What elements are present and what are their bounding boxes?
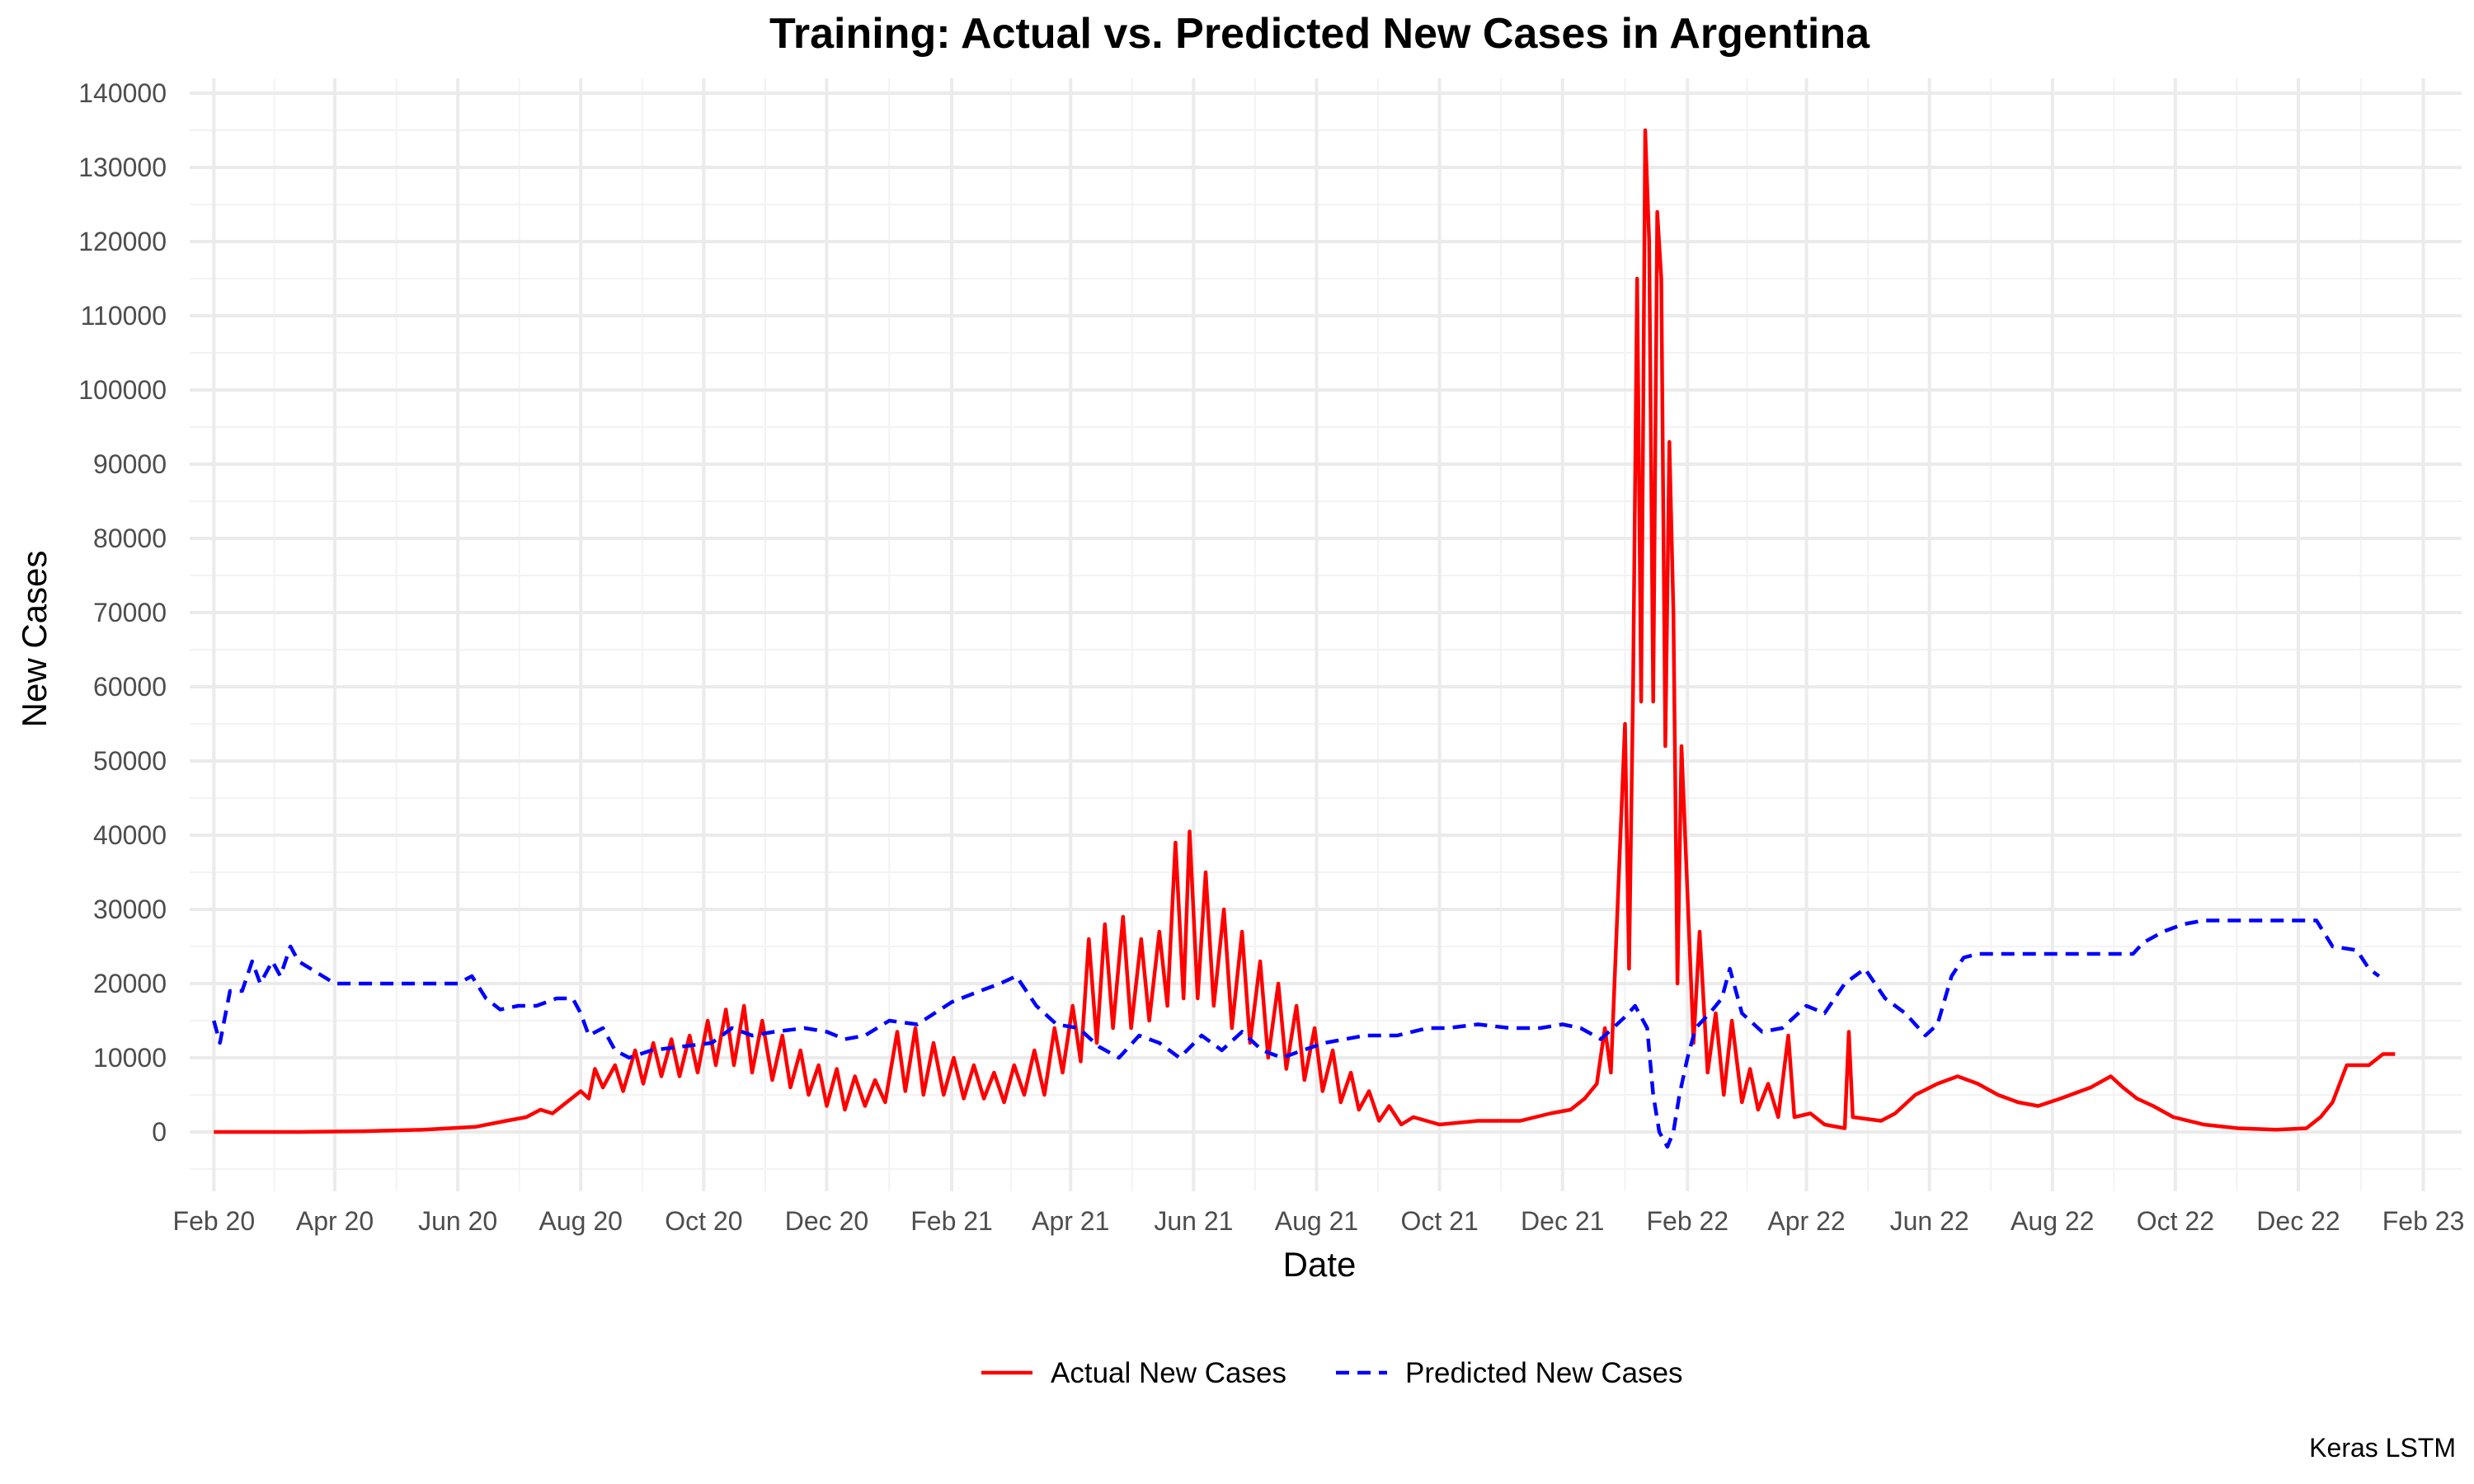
caption: Keras LSTM [2309,1433,2456,1463]
y-axis-title: New Cases [15,551,54,728]
y-tick-label: 130000 [78,153,167,182]
x-tick-label: Feb 23 [2382,1206,2465,1236]
x-tick-label: Oct 22 [2137,1206,2214,1236]
chart-title: Training: Actual vs. Predicted New Cases… [769,10,1870,58]
y-tick-label: 80000 [93,524,167,553]
x-tick-label: Oct 20 [665,1206,742,1236]
series-line [212,918,2381,1149]
y-tick-label: 20000 [93,969,167,998]
x-axis-ticks: Feb 20 Apr 20 Jun 20 Aug 20 Oct 20 Dec 20 Feb … [173,1206,2465,1236]
x-tick-label: Apr 21 [1032,1206,1109,1236]
x-tick-label: Dec 22 [2256,1206,2340,1236]
major-gridlines [190,78,2462,1191]
y-axis-ticks: 0 10000 20000 30000 40000 50000 60000 70000 8000… [78,78,167,1147]
x-tick-label: Dec 20 [785,1206,868,1236]
y-tick-label: 140000 [78,78,167,108]
y-tick-label: 30000 [93,895,167,924]
legend: Actual New Cases Predicted New Cases [981,1357,1683,1389]
y-tick-label: 40000 [93,820,167,850]
y-tick-label: 10000 [93,1043,167,1073]
y-tick-label: 100000 [78,375,167,405]
y-tick-label: 70000 [93,598,167,627]
x-tick-label: Aug 21 [1275,1206,1358,1236]
y-tick-label: 90000 [93,449,167,479]
y-tick-label: 60000 [93,672,167,702]
series-layer [212,128,2396,1149]
y-tick-label: 120000 [78,227,167,256]
x-tick-label: Aug 20 [539,1206,623,1236]
x-tick-label: Jun 21 [1154,1206,1233,1236]
x-tick-label: Feb 22 [1646,1206,1729,1236]
x-tick-label: Jun 20 [418,1206,497,1236]
minor-gridlines [190,78,2462,1191]
y-tick-label: 0 [152,1117,167,1147]
y-tick-label: 50000 [93,746,167,776]
x-axis-title: Date [1283,1245,1357,1284]
legend-label: Predicted New Cases [1405,1357,1683,1389]
legend-label: Actual New Cases [1051,1357,1286,1389]
x-tick-label: Jun 22 [1890,1206,1969,1236]
x-tick-label: Oct 21 [1400,1206,1478,1236]
x-tick-label: Apr 20 [296,1206,374,1236]
x-tick-label: Apr 22 [1767,1206,1845,1236]
series-line [214,128,2396,1134]
x-tick-label: Feb 20 [173,1206,256,1236]
x-tick-label: Aug 22 [2011,1206,2094,1236]
y-tick-label: 110000 [81,301,167,331]
x-tick-label: Feb 21 [910,1206,993,1236]
x-tick-label: Dec 21 [1521,1206,1604,1236]
